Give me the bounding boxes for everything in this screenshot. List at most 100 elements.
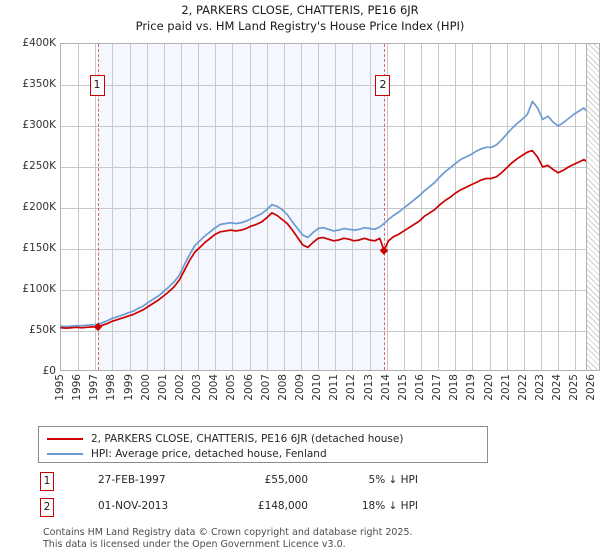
ownership-period-band (98, 44, 384, 370)
series-line (60, 100, 590, 328)
gridline-vertical (112, 44, 114, 370)
x-axis-tick-label: 2016 (414, 374, 426, 401)
x-axis-tick-label: 2021 (499, 374, 512, 401)
gridline-vertical (283, 44, 285, 370)
status-badge: 1 (40, 472, 54, 491)
x-axis-tick-label: 1996 (71, 374, 84, 401)
sale-date: 27-FEB-1997 (98, 474, 166, 486)
y-axis-tick-label: £150K (22, 242, 56, 254)
y-axis-tick-label: £250K (22, 160, 56, 172)
x-axis-tick-label: 1995 (54, 374, 66, 401)
gridline-vertical (198, 44, 200, 370)
sale-date: 01-NOV-2013 (98, 500, 169, 512)
gridline-vertical (558, 44, 560, 370)
sale-hpi-delta: 18% ↓ HPI (361, 500, 418, 512)
future-period-hatch (586, 44, 599, 370)
x-axis-tick-label: 2003 (191, 374, 204, 401)
status-badge: 2 (40, 498, 54, 517)
x-axis-tick-label: 2007 (259, 374, 272, 401)
sale-price: £55,000 (264, 474, 308, 486)
gridline-vertical (386, 44, 388, 370)
x-axis-tick-label: 2002 (174, 374, 186, 401)
x-axis-tick-label: 2001 (156, 374, 169, 401)
x-axis-tick-label: 2014 (379, 374, 392, 401)
gridline-vertical (301, 44, 302, 370)
page-title: 2, PARKERS CLOSE, CHATTERIS, PE16 6JR (181, 3, 419, 17)
gridline-vertical (472, 44, 474, 370)
sale-hpi-delta: 5% ↓ HPI (368, 474, 418, 486)
legend-swatch-property (47, 438, 83, 440)
gridline-vertical (146, 44, 148, 370)
x-axis-tick-label: 2005 (225, 374, 238, 401)
gridline-horizontal (61, 331, 599, 332)
series-line (60, 149, 590, 329)
sale-marker-flag[interactable]: 2 (375, 75, 391, 96)
table-row[interactable]: 1 27-FEB-1997 £55,000 5% ↓ HPI (38, 470, 488, 496)
gridline-vertical (266, 44, 268, 370)
sale-marker-flag[interactable]: 1 (89, 75, 105, 96)
x-axis-tick-label: 2019 (465, 374, 478, 401)
gridline-vertical (249, 44, 251, 370)
x-axis-tick-label: 2018 (448, 374, 461, 401)
footer-line-2: This data is licensed under the Open Gov… (43, 538, 346, 550)
gridline-vertical (421, 44, 422, 370)
table-row[interactable]: 2 01-NOV-2013 £148,000 18% ↓ HPI (38, 496, 488, 522)
x-axis-tick-label: 2011 (328, 374, 341, 401)
x-axis-tick-label: 2006 (242, 374, 255, 401)
y-axis-tick-label: £0 (42, 365, 56, 377)
title-block: 2, PARKERS CLOSE, CHATTERIS, PE16 6JR Pr… (0, 3, 600, 34)
gridline-horizontal (61, 85, 599, 86)
sale-point-marker[interactable] (379, 246, 389, 255)
x-axis-tick-label: 2020 (482, 374, 495, 401)
gridline-vertical (95, 44, 97, 370)
x-axis-tick-label: 2013 (362, 374, 375, 401)
gridline-vertical (181, 44, 182, 370)
y-axis-tick-label: £200K (22, 201, 56, 213)
y-axis-tick-label: £100K (22, 283, 56, 295)
x-axis-tick-label: 2017 (431, 374, 444, 401)
gridline-vertical (541, 44, 542, 370)
x-axis-tick-label: 2024 (551, 374, 564, 401)
footer-line-1: Contains HM Land Registry data © Crown c… (43, 527, 413, 538)
gridline-horizontal (61, 126, 599, 127)
x-axis-tick-label: 2015 (396, 374, 409, 401)
x-axis-tick-label: 2012 (345, 374, 358, 401)
y-axis-labels: £0 £50K £100K £150K £200K £250K £300K £350K £400… (0, 37, 56, 377)
gridline-horizontal (61, 167, 599, 168)
legend-swatch-hpi (47, 453, 83, 455)
gridline-vertical (369, 44, 371, 370)
sale-event-line (383, 44, 385, 370)
x-axis-labels: 1995 1996 1997 1998 1999 2000 2001 2002 2003 2004… (54, 374, 600, 414)
x-axis-tick-label: 2004 (208, 374, 221, 401)
gridline-vertical (215, 44, 217, 370)
y-axis-tick-label: £350K (22, 78, 56, 90)
sale-point-marker[interactable] (93, 322, 103, 332)
page-subtitle: Price paid vs. HM Land Registry's House … (135, 19, 465, 33)
gridline-vertical (523, 44, 525, 370)
gridline-vertical (318, 44, 320, 370)
x-axis-tick-label: 2026 (585, 374, 598, 401)
gridline-vertical (455, 44, 457, 370)
y-axis-tick-label: £400K (22, 37, 56, 49)
y-axis-tick-label: £300K (22, 119, 56, 131)
gridline-vertical (575, 44, 577, 370)
gridline-vertical (489, 44, 491, 370)
gridline-vertical (352, 44, 354, 370)
gridline-vertical (506, 44, 508, 370)
legend-item[interactable]: 2, PARKERS CLOSE, CHATTERIS, PE16 6JR (d… (45, 432, 481, 446)
legend-label-hpi: HPI: Average price, detached house, Fenl… (91, 448, 327, 460)
legend-label-property: 2, PARKERS CLOSE, CHATTERIS, PE16 6JR (d… (91, 433, 404, 445)
x-axis-tick-label: 2010 (311, 374, 324, 401)
x-axis-tick-label: 1998 (105, 374, 118, 401)
x-axis-tick-label: 1997 (88, 374, 101, 401)
sale-event-line (98, 44, 100, 370)
legend-item[interactable]: HPI: Average price, detached house, Fenl… (45, 447, 481, 461)
x-axis-tick-label: 2000 (139, 374, 152, 401)
gridline-horizontal (61, 249, 599, 250)
y-axis-tick-label: £50K (29, 324, 56, 336)
gridline-vertical (78, 44, 80, 370)
plot-area (60, 43, 600, 371)
sale-price: £148,000 (257, 500, 308, 512)
gridline-vertical (335, 44, 337, 370)
